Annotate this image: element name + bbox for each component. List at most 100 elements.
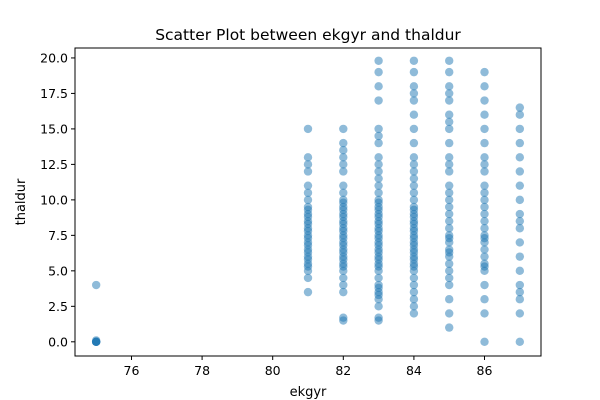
data-point <box>515 103 525 112</box>
data-point <box>339 181 348 190</box>
data-point <box>303 202 313 212</box>
data-point <box>409 153 419 162</box>
data-point <box>303 124 313 134</box>
data-point <box>515 295 525 304</box>
data-point <box>409 174 419 183</box>
data-point <box>445 160 454 169</box>
data-point <box>409 287 419 297</box>
data-point <box>445 188 454 197</box>
data-point <box>303 287 313 297</box>
y-tick-label: 12.5 <box>40 157 68 172</box>
data-point <box>445 209 454 219</box>
data-point <box>374 273 383 283</box>
data-point <box>374 138 383 148</box>
data-point <box>409 89 419 98</box>
data-point <box>445 309 454 318</box>
data-point <box>480 309 489 318</box>
data-point <box>409 110 419 119</box>
data-point <box>515 138 525 148</box>
data-point <box>480 337 489 347</box>
data-point <box>480 195 489 205</box>
data-point <box>409 167 419 176</box>
data-point <box>339 153 348 162</box>
data-point <box>303 153 313 162</box>
x-tick-label: 80 <box>265 363 281 378</box>
data-point <box>445 202 454 212</box>
data-point <box>339 160 348 169</box>
data-point <box>409 202 419 212</box>
chart-title: Scatter Plot between ekgyr and thaldur <box>155 26 461 44</box>
data-point <box>445 181 454 190</box>
data-point <box>374 302 383 311</box>
data-point <box>480 209 489 219</box>
y-tick-label: 2.5 <box>48 299 68 314</box>
data-point <box>445 195 454 205</box>
data-point <box>480 96 489 105</box>
data-point <box>445 124 454 134</box>
data-point <box>445 224 454 233</box>
data-point <box>515 195 525 205</box>
data-point <box>480 153 489 162</box>
data-point <box>515 110 525 119</box>
data-point <box>445 153 454 162</box>
data-point <box>303 167 313 176</box>
y-axis-ticks: 0.0 2.5 5.0 7.5 10.0 12.5 15.0 17.5 20.0 <box>40 50 75 349</box>
y-tick-label: 20.0 <box>40 50 68 65</box>
y-tick-label: 0.0 <box>48 334 68 349</box>
data-point <box>445 138 454 148</box>
data-point <box>374 153 383 162</box>
data-point <box>445 273 454 283</box>
data-point <box>374 195 383 205</box>
data-point <box>480 245 489 254</box>
data-point <box>445 245 454 254</box>
data-point <box>409 273 419 283</box>
y-tick-label: 5.0 <box>48 263 68 278</box>
data-point <box>409 96 419 105</box>
data-point <box>515 287 525 297</box>
data-point <box>374 313 383 322</box>
data-point <box>480 124 489 134</box>
y-axis-label: thaldur <box>14 178 29 225</box>
data-point <box>374 82 383 91</box>
data-point <box>409 67 419 77</box>
data-point <box>480 259 489 268</box>
x-tick-label: 84 <box>406 363 422 378</box>
data-point <box>409 56 419 65</box>
data-point <box>374 96 383 105</box>
data-point <box>480 138 489 148</box>
data-point <box>374 131 383 141</box>
data-point <box>515 181 525 190</box>
data-point <box>515 252 525 261</box>
data-point <box>515 238 525 247</box>
data-point <box>445 110 454 119</box>
data-point <box>515 209 525 219</box>
data-point <box>515 224 525 233</box>
data-point <box>480 216 489 226</box>
data-point <box>515 309 525 318</box>
data-point <box>339 138 348 148</box>
data-point <box>480 67 489 77</box>
data-point <box>409 280 419 290</box>
data-point <box>409 309 419 318</box>
data-point <box>339 145 348 155</box>
data-point <box>339 280 348 290</box>
data-point <box>374 67 383 77</box>
data-points <box>91 56 525 347</box>
data-point <box>480 295 489 304</box>
data-point <box>339 287 348 297</box>
data-point <box>409 188 419 197</box>
data-point <box>445 323 454 332</box>
data-point <box>445 96 454 105</box>
data-point <box>515 266 525 276</box>
data-point <box>445 266 454 276</box>
y-tick-label: 7.5 <box>48 228 68 243</box>
data-point <box>303 160 313 169</box>
data-point <box>374 188 383 197</box>
data-point <box>339 195 348 205</box>
x-axis-ticks: 76 78 80 82 84 86 <box>124 356 493 378</box>
data-point <box>339 273 348 283</box>
data-point <box>409 195 419 205</box>
data-point <box>445 259 454 268</box>
data-point <box>409 138 419 148</box>
data-point <box>409 181 419 190</box>
